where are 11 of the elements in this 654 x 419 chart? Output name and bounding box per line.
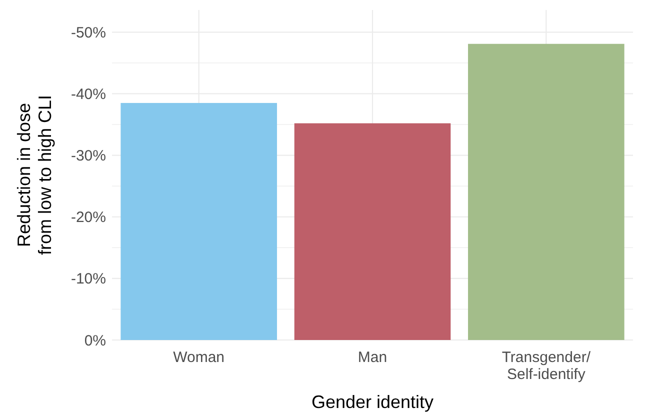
y-tick-label: -40%	[70, 86, 106, 103]
y-tick-label: -50%	[70, 24, 106, 42]
x-tick-label: Woman	[173, 349, 225, 366]
x-axis-title: Gender identity	[311, 392, 434, 412]
x-tick-label: Transgender/ Self-identify	[502, 349, 592, 383]
y-axis-title: Reduction in dose from low to high CLI	[14, 94, 55, 256]
y-tick-label: -20%	[70, 209, 106, 226]
y-tick-label: 0%	[84, 332, 106, 350]
y-tick-label: -10%	[70, 270, 106, 288]
y-tick-label: -30%	[70, 148, 106, 165]
x-tick-label: Man	[358, 349, 388, 366]
